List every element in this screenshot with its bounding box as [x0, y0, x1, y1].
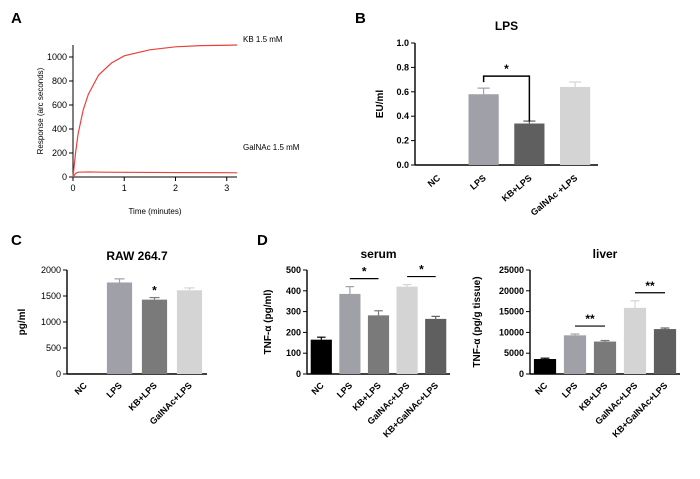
bar-0 [310, 339, 332, 374]
a-x-tick-label: 2 [173, 183, 178, 193]
y-tick-label: 0.4 [396, 111, 409, 121]
category-label-4: KB+GalNAc+LPS [381, 380, 440, 439]
a-x-axis-label: Time (minutes) [128, 207, 181, 216]
title: serum [360, 247, 396, 261]
a-series-line-0 [72, 44, 238, 178]
annotation-star-0: * [152, 284, 157, 298]
significance-star-0: * [504, 62, 509, 76]
y-tick-label: 1000 [41, 317, 61, 327]
bar-2 [141, 299, 168, 374]
y-axis-label: TNF-α (pg/ml) [263, 289, 274, 354]
significance-bracket-0 [482, 75, 531, 122]
bar-3 [176, 290, 203, 374]
bar-3 [623, 307, 647, 374]
y-tick-label: 0.0 [396, 160, 409, 170]
bar-4 [425, 318, 447, 374]
a-y-tick-label: 1000 [47, 52, 67, 62]
y-tick-label: 1.0 [396, 38, 409, 48]
y-tick-label: 100 [286, 348, 301, 358]
a-x-tick-label: 3 [224, 183, 229, 193]
category-label-3: GalNAc +LPS [529, 173, 580, 218]
title: RAW 264.7 [106, 249, 168, 263]
y-tick-label: 0 [519, 369, 524, 379]
category-label-1: LPS [335, 380, 354, 399]
category-label-2: KB+LPS [500, 173, 534, 204]
category-label-1: LPS [104, 380, 123, 399]
a-x-tick-label: 1 [122, 183, 127, 193]
panel-label-d: D [257, 232, 268, 249]
a-x-tick-label: 0 [70, 183, 75, 193]
a-y-axis-label: Response (arc seconds) [36, 67, 45, 154]
y-tick-label: 10000 [499, 327, 524, 337]
title: LPS [495, 19, 518, 33]
a-y-tick-label: 0 [62, 172, 67, 182]
y-tick-label: 20000 [499, 286, 524, 296]
title: liver [593, 247, 618, 261]
panel-d-liver-chart: liver 0 5000 10000 15000 20000 25000 TNF-α (pg/… [472, 247, 680, 439]
y-tick-label: 500 [46, 343, 61, 353]
bar-3 [560, 86, 591, 165]
bar-2 [514, 123, 545, 165]
y-tick-label: 0.2 [396, 136, 409, 146]
a-series-line-1 [72, 171, 238, 178]
y-tick-label: 0 [296, 369, 301, 379]
bar-0 [71, 373, 98, 374]
panel-d-serum-chart: serum 0 100 200 300 400 500 TNF-α (pg/ml) NC LPS K… [263, 247, 450, 439]
y-tick-label: 200 [286, 327, 301, 337]
category-label-0: NC [426, 173, 443, 189]
y-axis-label: TNF-α (pg/g tissue) [472, 276, 483, 367]
y-tick-label: 500 [286, 265, 301, 275]
significance-star-0: * [362, 265, 367, 279]
category-label-0: NC [533, 380, 550, 397]
y-tick-label: 300 [286, 307, 301, 317]
a-legend-kb: KB 1.5 mM [243, 35, 283, 44]
category-label-1: LPS [560, 380, 579, 399]
category-label-4: KB+GalNAc+LPS [610, 380, 669, 439]
category-label-1: LPS [468, 173, 488, 192]
panel-a-chart: 0 200 400 600 800 1000 0 1 2 3 Time (minutes) Respo… [36, 35, 300, 216]
y-axis-label: EU/ml [375, 90, 386, 119]
bar-3 [396, 286, 418, 374]
y-tick-label: 0 [56, 369, 61, 379]
y-tick-label: 5000 [504, 348, 524, 358]
panel-label-a: A [11, 10, 22, 27]
a-y-tick-label: 400 [52, 124, 67, 134]
y-tick-label: 0.6 [396, 87, 409, 97]
category-label-0: NC [309, 380, 326, 397]
bar-4 [653, 329, 677, 374]
panel-c-chart: RAW 264.7 0 500 1000 1500 2000 pg/ml NC LPS KB+LP… [17, 249, 207, 427]
y-tick-label: 2000 [41, 265, 61, 275]
panel-b-chart: LPS 0.0 0.2 0.4 0.6 0.8 1.0 EU/ml NC LPS KB+LPSGal… [375, 19, 598, 218]
y-tick-label: 400 [286, 286, 301, 296]
bar-1 [106, 282, 133, 374]
panel-label-b: B [355, 10, 366, 27]
a-legend-galnac: GalNAc 1.5 mM [243, 143, 300, 152]
a-y-tick-label: 600 [52, 100, 67, 110]
y-tick-label: 0.8 [396, 62, 409, 72]
category-label-2: KB+LPS [127, 380, 159, 412]
y-tick-label: 15000 [499, 307, 524, 317]
bar-1 [468, 94, 499, 165]
y-tick-label: 25000 [499, 265, 524, 275]
panel-label-c: C [11, 232, 22, 249]
bar-1 [339, 293, 361, 374]
y-tick-label: 1500 [41, 291, 61, 301]
significance-star-1: * [419, 263, 424, 277]
bar-2 [593, 341, 617, 374]
bar-1 [563, 335, 587, 374]
a-y-tick-label: 200 [52, 148, 67, 158]
bar-0 [533, 359, 557, 374]
y-axis-label: pg/ml [17, 308, 28, 335]
significance-star-1: ** [645, 279, 655, 293]
bar-2 [367, 315, 390, 374]
category-label-0: NC [73, 380, 90, 397]
significance-star-0: ** [585, 312, 595, 326]
a-y-tick-label: 800 [52, 76, 67, 86]
